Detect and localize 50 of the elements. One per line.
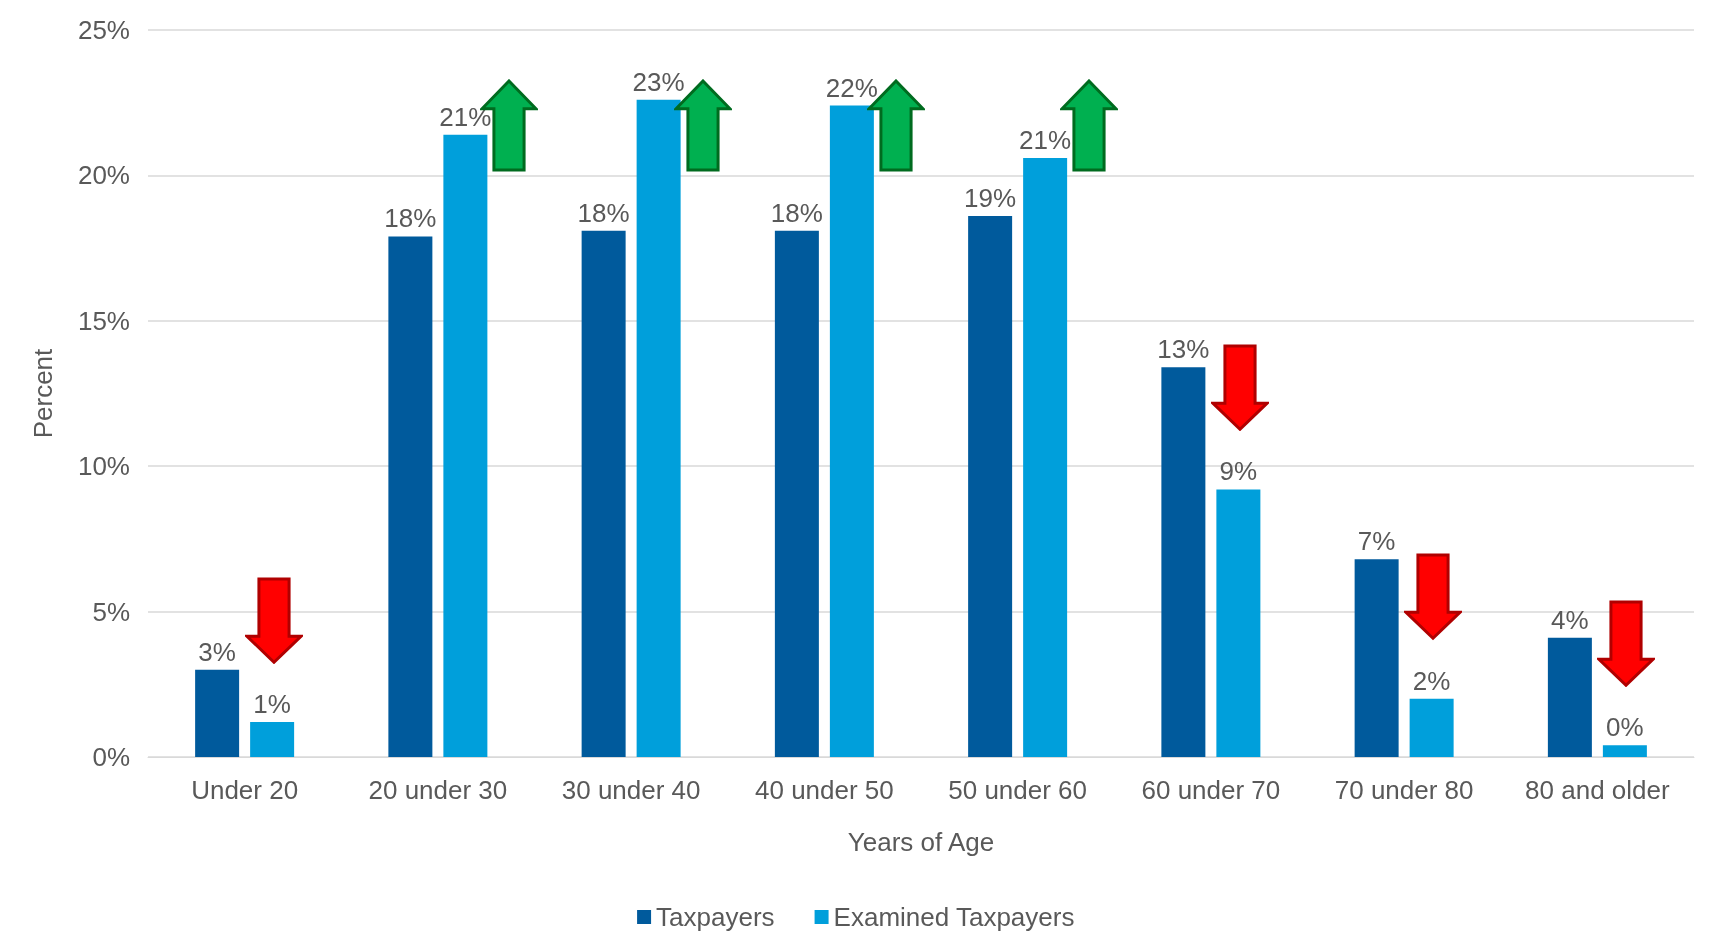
bar	[1547, 637, 1592, 757]
y-tick-label: 0%	[92, 742, 130, 772]
bar	[1602, 745, 1647, 757]
legend-label: Taxpayers	[656, 902, 775, 932]
y-tick-label: 20%	[77, 160, 130, 191]
bar	[581, 230, 626, 757]
bar	[1023, 157, 1068, 757]
data-label: 0%	[1606, 712, 1644, 743]
data-label: 23%	[632, 66, 685, 97]
bar	[1354, 559, 1399, 757]
data-label: 1%	[253, 689, 291, 720]
data-label: 21%	[439, 101, 492, 132]
bar	[968, 216, 1013, 757]
x-tick-label: 30 under 40	[561, 775, 701, 805]
y-tick-label: 5%	[92, 596, 130, 627]
data-label: 22%	[825, 72, 878, 103]
data-label: 18%	[577, 197, 630, 228]
x-tick-label: 60 under 70	[1141, 775, 1281, 805]
bar	[388, 236, 433, 757]
data-label: 4%	[1551, 604, 1589, 635]
bar	[1409, 698, 1454, 757]
x-tick-label: 80 and older	[1525, 775, 1670, 805]
bar	[774, 230, 819, 757]
data-label: 2%	[1412, 665, 1451, 696]
y-tick-label: 25%	[77, 15, 130, 45]
data-label: 18%	[770, 197, 823, 228]
bar	[250, 722, 295, 757]
data-label: 9%	[1219, 456, 1258, 487]
bar	[829, 105, 874, 757]
data-label: 13%	[1157, 334, 1210, 365]
x-tick-label: 40 under 50	[754, 775, 894, 805]
x-tick-label: 70 under 80	[1334, 775, 1474, 805]
legend-label: Examined Taxpayers	[833, 902, 1075, 932]
y-axis-title: Percent	[28, 347, 58, 439]
bar	[1161, 367, 1206, 757]
bar	[195, 669, 240, 757]
bar	[636, 99, 681, 757]
y-tick-label: 10%	[77, 451, 130, 482]
x-tick-label: Under 20	[191, 775, 299, 805]
data-label: 21%	[1019, 124, 1072, 155]
bar	[1216, 489, 1261, 757]
x-axis-title: Years of Age	[847, 827, 995, 857]
x-tick-label: 20 under 30	[368, 775, 508, 805]
x-tick-label: 50 under 60	[948, 775, 1088, 805]
data-label: 19%	[964, 183, 1017, 214]
y-tick-label: 15%	[77, 305, 130, 336]
data-label: 7%	[1357, 526, 1396, 557]
data-label: 18%	[384, 203, 437, 234]
data-label: 3%	[198, 636, 236, 667]
bar	[443, 134, 488, 757]
